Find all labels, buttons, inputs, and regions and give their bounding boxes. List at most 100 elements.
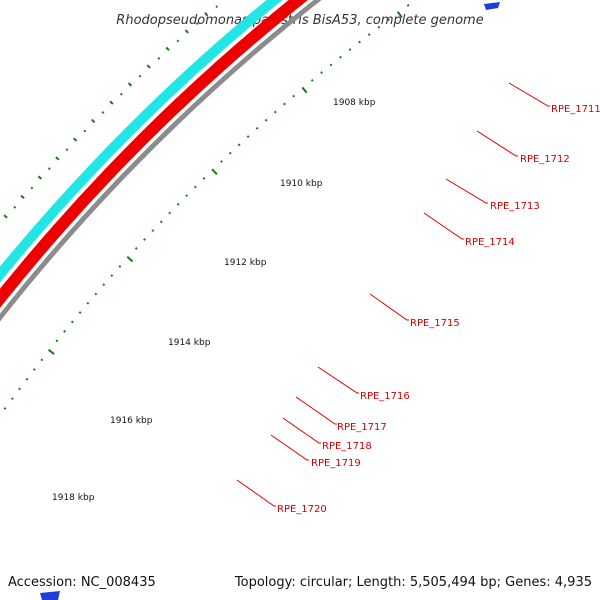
- inner-tick: [91, 118, 96, 124]
- kbp-label: 1910 kbp: [280, 179, 323, 189]
- gene-label-leader: [423, 212, 464, 240]
- outer-tick: [377, 25, 381, 29]
- outer-tick: [32, 368, 36, 371]
- forward-gene: [3, 258, 35, 292]
- inner-tick: [184, 29, 189, 34]
- outer-tick: [320, 71, 324, 74]
- bottom-corner-marker: [40, 591, 60, 600]
- kbp-labels: 1908 kbp 1910 kbp 1912 kbp 1914 kbp 1916…: [52, 98, 376, 503]
- kbp-label: 1918 kbp: [52, 493, 95, 503]
- gene-label-leader: [445, 178, 488, 204]
- outer-tick: [292, 94, 296, 98]
- inner-tick: [127, 82, 133, 87]
- inner-tick: [165, 46, 170, 52]
- outer-tick: [310, 78, 314, 82]
- inner-tick: [37, 175, 42, 180]
- outer-tick: [159, 220, 163, 224]
- top-corner-marker: [484, 2, 500, 10]
- forward-gene: [213, 12, 282, 73]
- inner-tick: [83, 129, 87, 133]
- inner-tick: [195, 22, 199, 26]
- genome-summary-text: Topology: circular; Length: 5,505,494 bp…: [234, 575, 592, 590]
- forward-gene: [53, 167, 116, 234]
- inner-tick: [157, 56, 161, 60]
- forward-strand-genes: [0, 0, 308, 308]
- gene-labels: RPE_1711 RPE_1712 RPE_1713 RPE_1714 RPE_…: [277, 104, 600, 515]
- kbp-label: 1914 kbp: [168, 338, 211, 348]
- gene-label-leader: [317, 366, 359, 394]
- outer-tick: [237, 143, 241, 147]
- forward-gene: [23, 223, 65, 269]
- gene-label-leader: [282, 417, 321, 444]
- backbone-arc: [0, 0, 322, 322]
- outer-tick: [220, 160, 223, 163]
- outer-tick: [25, 377, 29, 381]
- outer-tick: [40, 358, 44, 362]
- outer-tick: [86, 301, 90, 305]
- outer-tick: [143, 238, 146, 241]
- map-title: Rhodopseudomonas palustris BisA53, compl…: [116, 13, 483, 28]
- gene-label: RPE_1719: [311, 458, 361, 469]
- outer-tick: [246, 135, 250, 138]
- outer-tick: [396, 11, 403, 18]
- outer-tick: [283, 102, 286, 106]
- kbp-label: 1916 kbp: [110, 416, 153, 426]
- outer-tick: [10, 397, 14, 401]
- outer-tick: [387, 18, 390, 22]
- gene-label: RPE_1715: [410, 318, 460, 329]
- outer-tick: [339, 55, 342, 59]
- outer-tick: [3, 407, 7, 410]
- inner-tick: [119, 92, 123, 96]
- outer-tick: [211, 168, 218, 175]
- gene-label-leader: [508, 82, 550, 107]
- gene-label: RPE_1711: [551, 104, 600, 115]
- inner-tick: [47, 167, 51, 171]
- outer-tick: [70, 320, 74, 324]
- outer-tick: [47, 348, 55, 355]
- outer-tick: [176, 202, 180, 206]
- gene-label-leaders: [236, 82, 550, 507]
- gene-label-leader: [270, 434, 309, 461]
- inner-tick: [73, 137, 78, 142]
- gene-label-leader: [369, 293, 409, 321]
- inner-tick: [65, 148, 69, 152]
- outer-tick: [94, 292, 98, 296]
- outer-tick: [185, 194, 189, 198]
- outer-tick: [151, 229, 155, 233]
- inner-tick: [20, 194, 25, 199]
- outer-tick: [110, 274, 114, 278]
- inner-tick: [3, 214, 8, 219]
- forward-gene: [104, 97, 185, 179]
- inner-tick: [30, 186, 34, 190]
- inner-tick: [109, 100, 114, 105]
- outer-tick: [78, 311, 82, 314]
- accession-text: Accession: NC_008435: [8, 575, 156, 590]
- inner-tick: [204, 12, 209, 17]
- gene-label: RPE_1714: [465, 237, 515, 248]
- outer-tick: [55, 339, 59, 343]
- gene-label: RPE_1716: [360, 391, 410, 402]
- gene-label: RPE_1720: [277, 504, 327, 515]
- outer-tick: [264, 118, 268, 122]
- outer-tick: [367, 33, 371, 36]
- inner-tick: [13, 205, 17, 209]
- outer-tick: [255, 126, 259, 130]
- inner-tick: [146, 64, 151, 69]
- outer-tick: [118, 265, 122, 268]
- inner-tick: [55, 156, 60, 161]
- gene-label-leader: [295, 396, 337, 425]
- outer-tick: [193, 185, 197, 189]
- outer-tick: [406, 3, 410, 7]
- outer-tick: [126, 256, 134, 263]
- position-ticks: [3, 3, 410, 410]
- outer-tick: [102, 283, 106, 287]
- inner-tick: [215, 5, 219, 9]
- gene-label: RPE_1718: [322, 441, 372, 452]
- kbp-label: 1908 kbp: [333, 98, 376, 108]
- outer-tick: [329, 63, 333, 67]
- outer-tick: [228, 151, 232, 155]
- gene-label-leader: [236, 479, 276, 507]
- gene-label: RPE_1717: [337, 422, 387, 433]
- outer-tick: [202, 177, 206, 180]
